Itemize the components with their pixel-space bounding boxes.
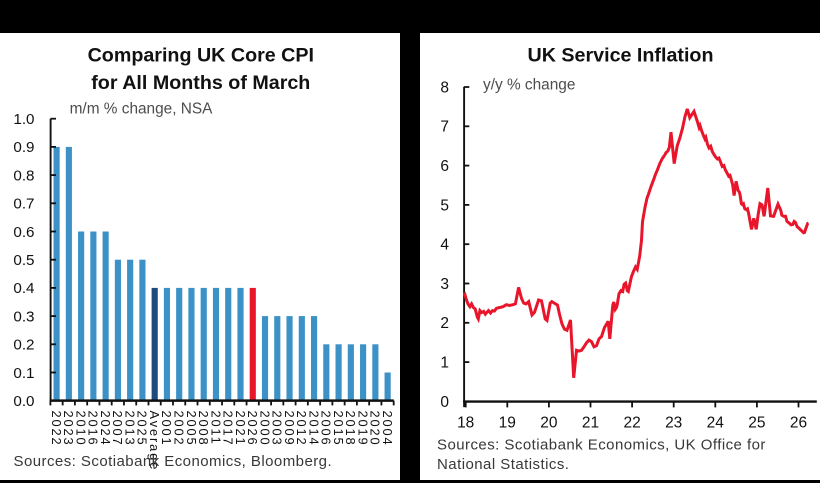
svg-text:y/y % change: y/y % change [483, 77, 575, 94]
svg-text:2000: 2000 [257, 411, 272, 447]
svg-text:26: 26 [790, 415, 807, 432]
svg-text:0.1: 0.1 [13, 365, 34, 382]
svg-text:National Statistics.: National Statistics. [437, 456, 569, 473]
svg-text:0.3: 0.3 [13, 308, 34, 325]
svg-text:18: 18 [457, 415, 474, 432]
svg-text:0.6: 0.6 [13, 224, 34, 241]
svg-text:2016: 2016 [86, 411, 101, 447]
svg-text:0: 0 [440, 394, 449, 411]
svg-text:2026: 2026 [245, 411, 260, 447]
svg-text:2002: 2002 [172, 411, 187, 447]
svg-text:2017: 2017 [221, 411, 236, 447]
svg-text:2008: 2008 [196, 411, 211, 447]
svg-text:24: 24 [707, 415, 725, 432]
svg-text:2014: 2014 [306, 411, 321, 447]
svg-text:Sources: Scotiabank Economics,: Sources: Scotiabank Economics, Bloomberg… [14, 453, 333, 470]
svg-text:2022: 2022 [49, 411, 64, 447]
svg-text:0.9: 0.9 [13, 139, 34, 156]
svg-text:2001: 2001 [159, 411, 174, 447]
svg-text:25: 25 [748, 415, 765, 432]
svg-text:1.0: 1.0 [13, 111, 34, 128]
svg-text:2025: 2025 [135, 411, 150, 447]
svg-text:6: 6 [440, 158, 449, 175]
svg-text:2006: 2006 [319, 411, 334, 447]
svg-text:m/m % change, NSA: m/m % change, NSA [70, 101, 214, 118]
svg-text:5: 5 [440, 197, 449, 214]
svg-text:0.2: 0.2 [13, 337, 34, 354]
svg-text:19: 19 [499, 415, 516, 432]
svg-text:2020: 2020 [368, 411, 383, 447]
svg-text:2018: 2018 [343, 411, 358, 447]
svg-text:2004: 2004 [380, 411, 395, 447]
svg-text:0.8: 0.8 [13, 167, 34, 184]
svg-text:UK Service Inflation: UK Service Inflation [528, 45, 714, 67]
svg-text:Comparing UK Core CPI: Comparing UK Core CPI [88, 45, 314, 67]
svg-text:for All Months of March: for All Months of March [91, 72, 310, 94]
svg-text:2005: 2005 [184, 411, 199, 447]
svg-text:0.4: 0.4 [13, 280, 34, 297]
svg-text:2003: 2003 [270, 411, 285, 447]
svg-text:2012: 2012 [294, 411, 309, 447]
svg-text:20: 20 [540, 415, 558, 432]
svg-text:0.5: 0.5 [13, 252, 34, 269]
svg-text:4: 4 [440, 237, 449, 254]
svg-text:22: 22 [623, 415, 640, 432]
svg-text:2023: 2023 [61, 411, 76, 447]
svg-text:2011: 2011 [208, 411, 223, 446]
svg-text:2024: 2024 [98, 411, 113, 447]
svg-text:7: 7 [440, 119, 449, 136]
svg-text:Average: Average [147, 411, 162, 472]
svg-text:2019: 2019 [355, 411, 370, 447]
svg-text:Sources: Scotiabank Economics,: Sources: Scotiabank Economics, UK Office… [437, 437, 766, 454]
svg-text:8: 8 [440, 79, 449, 96]
svg-text:2: 2 [440, 315, 449, 332]
svg-text:2007: 2007 [110, 411, 125, 447]
svg-text:21: 21 [582, 415, 599, 432]
svg-text:0.7: 0.7 [13, 196, 34, 213]
svg-text:2015: 2015 [331, 411, 346, 447]
svg-text:23: 23 [665, 415, 682, 432]
svg-text:3: 3 [440, 276, 449, 293]
svg-text:2021: 2021 [233, 411, 248, 447]
svg-text:0.0: 0.0 [13, 393, 34, 410]
svg-text:2009: 2009 [282, 411, 297, 447]
svg-text:1: 1 [440, 355, 449, 372]
svg-text:2013: 2013 [122, 411, 137, 447]
svg-text:2010: 2010 [73, 411, 88, 447]
